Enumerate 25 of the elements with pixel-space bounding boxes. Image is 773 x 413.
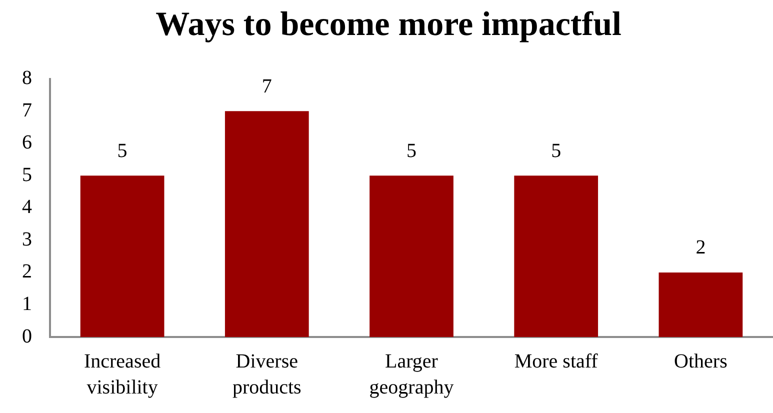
y-tick-label: 7	[22, 99, 32, 122]
x-tick-label: Others	[674, 350, 728, 372]
bar	[370, 176, 454, 337]
y-tick-label: 2	[22, 260, 32, 283]
bar	[514, 176, 598, 337]
y-tick-label: 6	[22, 132, 32, 154]
data-label: 7	[262, 75, 272, 98]
bar	[658, 272, 743, 337]
x-tick-label: Larger geography	[369, 350, 454, 398]
y-tick-label: 3	[22, 228, 32, 250]
data-label: 5	[117, 140, 128, 162]
y-tick-label: 1	[22, 292, 32, 315]
data-label: 2	[696, 236, 706, 259]
y-tick-label: 8	[22, 67, 32, 90]
x-tick-label: Increased visibility	[84, 350, 161, 398]
data-label: 5	[406, 140, 416, 162]
x-tick-label: Diverse products	[232, 350, 302, 398]
y-tick-label: 0	[22, 325, 32, 348]
y-tick-label: 4	[22, 196, 32, 218]
chart-title: Ways to become more impactful	[156, 6, 622, 44]
y-tick-label: 5	[22, 164, 32, 186]
bar	[80, 176, 164, 337]
x-tick-label: More staff	[514, 350, 598, 372]
data-label: 5	[551, 140, 562, 162]
bar	[224, 111, 309, 337]
